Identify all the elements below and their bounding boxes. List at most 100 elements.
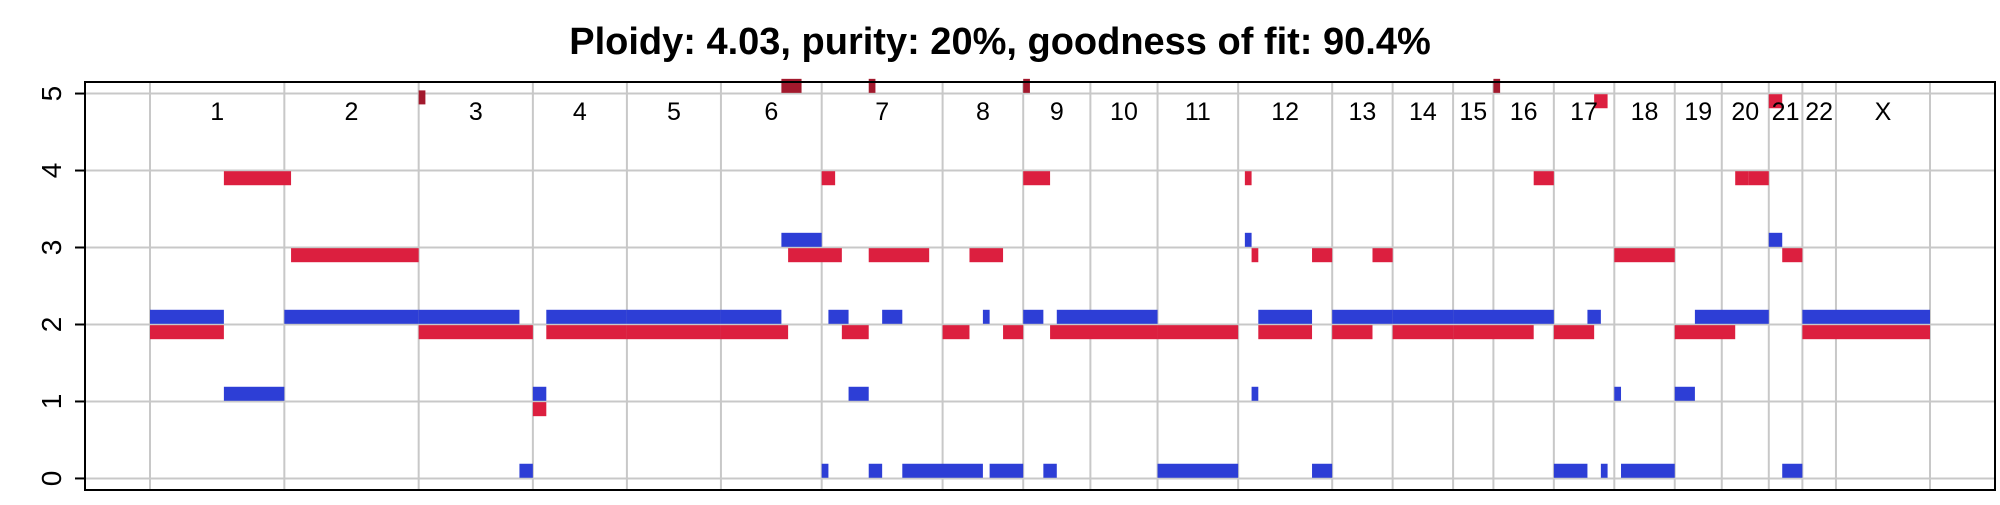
copy-number-segment: [1023, 309, 1044, 324]
chromosome-label: 17: [1570, 98, 1598, 126]
copy-number-segment: [1251, 248, 1259, 263]
copy-number-segment: [969, 248, 1004, 263]
grid: [85, 82, 1995, 490]
copy-number-segment: [942, 325, 970, 340]
chromosome-label: 5: [667, 98, 681, 126]
copy-number-segment: [1674, 325, 1736, 340]
copy-number-segment: [1614, 248, 1675, 263]
copy-number-segment: [1023, 171, 1051, 186]
chromosome-label: 2: [345, 98, 359, 126]
copy-number-segment: [1056, 309, 1158, 324]
y-tick-label: 0: [36, 471, 67, 487]
chromosome-label: 22: [1805, 98, 1833, 126]
copy-number-segment: [1050, 325, 1158, 340]
chromosome-label: X: [1875, 98, 1892, 126]
y-tick-label: 2: [36, 317, 67, 333]
chromosome-label: 10: [1110, 98, 1138, 126]
copy-number-segment: [1768, 94, 1783, 109]
chromosome-label: 6: [764, 98, 778, 126]
copy-number-segment: [1332, 309, 1393, 324]
copy-number-segment: [150, 325, 224, 340]
copy-number-segment: [1782, 463, 1803, 478]
copy-number-segment: [1332, 325, 1373, 340]
copy-number-segment: [1258, 309, 1313, 324]
chromosome-label: 8: [976, 98, 990, 126]
copy-number-segment: [882, 309, 903, 324]
copy-number-segment: [1594, 94, 1608, 109]
copy-number-segment: [868, 78, 876, 93]
y-axis: 0 1 2 3 4 5: [36, 86, 85, 486]
copy-number-segment: [1453, 309, 1554, 324]
copy-number-segment: [788, 248, 842, 263]
chromosome-label: 18: [1631, 98, 1659, 126]
copy-number-segment: [546, 309, 627, 324]
chromosome-label: 19: [1684, 98, 1712, 126]
chromosome-label: 7: [875, 98, 889, 126]
chromosome-label: 3: [469, 98, 483, 126]
copy-number-segment: [1614, 386, 1622, 401]
chromosome-label: 21: [1772, 98, 1800, 126]
copy-number-segment: [868, 248, 930, 263]
copy-number-segment: [821, 463, 829, 478]
copy-number-segment: [1244, 171, 1252, 186]
copy-number-segment: [1392, 325, 1454, 340]
copy-number-segment: [626, 309, 721, 324]
copy-number-segment: [1674, 386, 1695, 401]
chromosome-label: 4: [573, 98, 587, 126]
copy-number-segment: [1493, 78, 1501, 93]
copy-number-segment: [720, 309, 782, 324]
copy-number-segment: [1157, 463, 1239, 478]
copy-number-segment: [821, 171, 836, 186]
chromosome-label: 20: [1731, 98, 1759, 126]
copy-number-segment: [989, 463, 1024, 478]
copy-number-segment: [223, 171, 292, 186]
copy-number-segment: [1802, 309, 1930, 324]
chromosome-label: 14: [1409, 98, 1437, 126]
copy-number-segment: [546, 325, 627, 340]
copy-number-segment: [1694, 309, 1769, 324]
plot-frame: [84, 81, 1996, 491]
copy-number-segment: [781, 78, 802, 93]
copy-number-segment: [1587, 309, 1601, 324]
segments: [150, 78, 1930, 478]
y-tick-label: 5: [36, 86, 67, 102]
chromosome-label: 9: [1050, 98, 1064, 126]
copy-number-segment: [626, 325, 721, 340]
copy-number-segment: [841, 325, 869, 340]
copy-number-segment: [1157, 325, 1239, 340]
copy-number-segment: [1748, 171, 1769, 186]
copy-number-segment: [848, 386, 869, 401]
y-tick-label: 1: [36, 394, 67, 410]
copy-number-segment: [1768, 232, 1783, 247]
copy-number-segment: [1782, 248, 1803, 263]
copy-number-segment: [828, 309, 849, 324]
copy-number-segment: [1312, 248, 1333, 263]
copy-number-segment: [1372, 248, 1393, 263]
copy-number-segment: [291, 248, 419, 263]
copy-number-segment: [418, 90, 426, 105]
chromosome-labels: 1 2 3 4 5 6 7 8 9 10 11 12 13 14 15 16 17 18 19 20 21 22 X: [210, 98, 1891, 126]
copy-number-segment: [1735, 171, 1749, 186]
copy-number-segment: [781, 232, 822, 247]
y-tick-label: 3: [36, 240, 67, 256]
copy-number-segment: [1621, 463, 1675, 478]
copy-number-segment: [1533, 171, 1554, 186]
copy-number-segment: [418, 325, 533, 340]
copy-number-segment: [284, 309, 419, 324]
y-tick-label: 4: [36, 163, 67, 179]
copy-number-segment: [1258, 325, 1313, 340]
copy-number-segment: [532, 402, 547, 417]
copy-number-segment: [1251, 386, 1259, 401]
copy-number-segment: [1453, 325, 1534, 340]
copy-number-segment: [902, 463, 983, 478]
chromosome-label: 11: [1185, 98, 1211, 126]
copy-number-segment: [1003, 325, 1024, 340]
copy-number-segment: [150, 309, 224, 324]
chromosome-label: 1: [210, 98, 224, 126]
chromosome-label: 13: [1349, 98, 1377, 126]
copy-number-segment: [1600, 463, 1608, 478]
copy-number-segment: [1553, 325, 1595, 340]
copy-number-segment: [1043, 463, 1057, 478]
chromosome-label: 15: [1459, 98, 1487, 126]
